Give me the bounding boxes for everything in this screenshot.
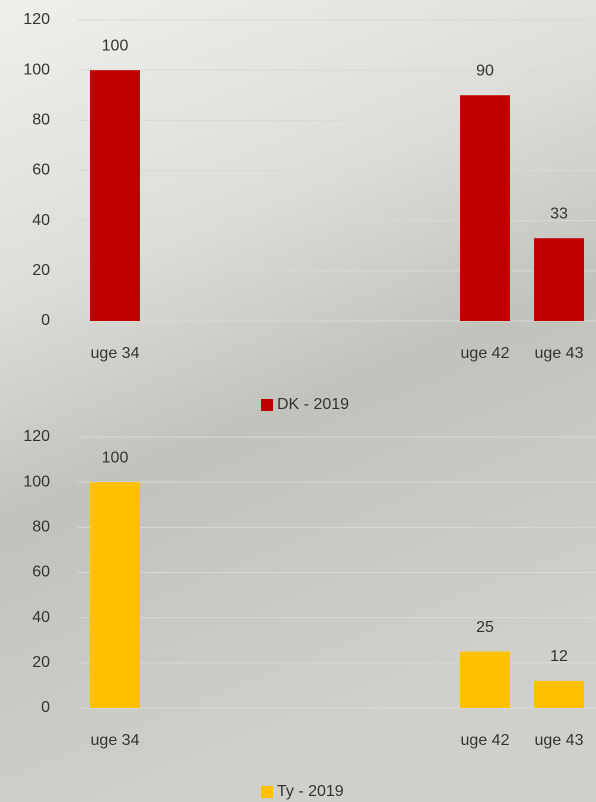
bar xyxy=(460,95,510,321)
bar xyxy=(460,652,510,708)
data-label: 25 xyxy=(476,619,494,636)
x-tick-label: uge 42 xyxy=(461,732,510,749)
x-tick-label: uge 34 xyxy=(91,732,140,749)
y-tick-label: 60 xyxy=(32,162,50,179)
y-tick-label: 0 xyxy=(41,312,50,329)
chart: 020406080100120uge 34100uge 4290uge 4333… xyxy=(0,0,596,802)
data-label: 12 xyxy=(550,648,568,665)
x-tick-label: uge 43 xyxy=(535,732,584,749)
x-tick-label: uge 34 xyxy=(91,345,140,362)
bar xyxy=(534,238,584,321)
legend-label: Ty - 2019 xyxy=(277,783,344,800)
x-tick-label: uge 43 xyxy=(535,345,584,362)
y-tick-label: 80 xyxy=(32,519,50,536)
y-tick-label: 120 xyxy=(23,428,50,445)
y-tick-label: 80 xyxy=(32,112,50,129)
x-tick-label: uge 42 xyxy=(461,345,510,362)
legend-swatch xyxy=(261,786,273,798)
y-tick-label: 40 xyxy=(32,609,50,626)
y-tick-label: 60 xyxy=(32,564,50,581)
legend-label: DK - 2019 xyxy=(277,396,349,413)
y-tick-label: 100 xyxy=(23,61,50,78)
bar xyxy=(90,70,140,321)
y-tick-label: 20 xyxy=(32,262,50,279)
page: 020406080100120uge 34100uge 4290uge 4333… xyxy=(0,0,596,802)
bar xyxy=(534,681,584,708)
y-tick-label: 100 xyxy=(23,473,50,490)
data-label: 33 xyxy=(550,205,568,222)
data-label: 100 xyxy=(102,449,129,466)
y-tick-label: 120 xyxy=(23,11,50,28)
bar xyxy=(90,482,140,708)
data-label: 100 xyxy=(102,37,129,54)
legend-swatch xyxy=(261,399,273,411)
y-tick-label: 0 xyxy=(41,699,50,716)
y-tick-label: 40 xyxy=(32,212,50,229)
data-label: 90 xyxy=(476,62,494,79)
y-tick-label: 20 xyxy=(32,654,50,671)
